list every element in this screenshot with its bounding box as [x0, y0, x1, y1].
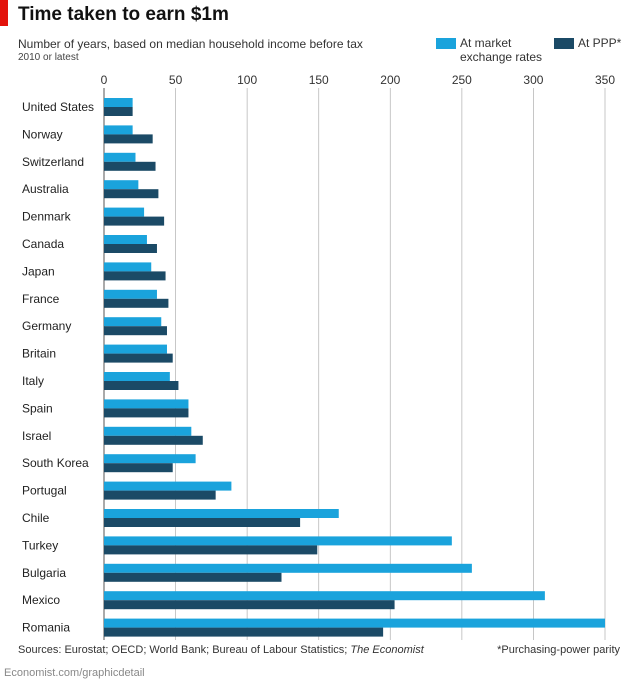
x-tick-label: 100 [237, 73, 257, 87]
sources-note: Sources: Eurostat; OECD; World Bank; Bur… [18, 644, 424, 656]
legend-market-swatch [436, 38, 456, 49]
category-label: Turkey [22, 538, 58, 552]
bar-ppp [104, 545, 318, 555]
category-label: Italy [22, 374, 44, 388]
category-label: Romania [22, 621, 70, 635]
bar-market [104, 98, 133, 107]
bar-ppp [104, 107, 133, 116]
bar-ppp [104, 161, 156, 171]
legend-ppp-label: At PPP* [578, 36, 622, 50]
bar-market [104, 125, 133, 135]
bar-market [104, 262, 152, 272]
x-tick-label: 350 [595, 73, 615, 87]
bar-market [104, 180, 139, 190]
bar-market [104, 509, 339, 518]
bar-market [104, 399, 189, 409]
sources-text: Sources: Eurostat; OECD; World Bank; Bur… [18, 644, 351, 656]
bar-market [104, 591, 545, 601]
category-label: Bulgaria [22, 566, 66, 580]
category-label: South Korea [22, 456, 89, 470]
bar-market [104, 454, 196, 464]
chart-subtitle-year: 2010 or latest [18, 52, 79, 63]
ppp-footnote: *Purchasing-power parity [497, 644, 620, 656]
bar-market [104, 481, 232, 491]
bar-market [104, 235, 147, 244]
bar-ppp [104, 189, 159, 199]
bar-ppp [104, 518, 301, 527]
legend-market: At market exchange rates [436, 36, 542, 64]
category-label: Chile [22, 511, 50, 525]
bar-ppp [104, 435, 203, 445]
bar-market [104, 207, 145, 217]
bar-ppp [104, 463, 173, 473]
bar-ppp [104, 627, 384, 637]
x-tick-label: 0 [101, 73, 108, 87]
chart-title: Time taken to earn $1m [18, 4, 229, 25]
bar-ppp [104, 381, 179, 390]
category-label: Japan [22, 264, 55, 278]
category-label: Denmark [22, 210, 72, 224]
bar-ppp [104, 408, 189, 418]
bar-market [104, 317, 162, 327]
bar-market [104, 426, 192, 436]
bar-ppp [104, 298, 169, 308]
x-tick-label: 250 [452, 73, 472, 87]
bar-ppp [104, 244, 157, 253]
bar-market [104, 563, 472, 573]
x-tick-label: 150 [309, 73, 329, 87]
bar-ppp [104, 600, 395, 610]
bar-market [104, 152, 136, 162]
bar-ppp [104, 326, 167, 336]
category-label: Spain [22, 401, 53, 415]
bar-market [104, 289, 157, 299]
category-label: Portugal [22, 484, 67, 498]
bar-ppp [104, 572, 282, 582]
bar-market [104, 618, 605, 628]
legend-ppp-swatch [554, 38, 574, 49]
sources-italic: The Economist [350, 644, 424, 656]
bar-ppp [104, 134, 153, 144]
category-label: Norway [22, 127, 63, 141]
legend-ppp: At PPP* [554, 36, 621, 50]
source-url: Economist.com/graphicdetail [4, 667, 145, 679]
category-label: Israel [22, 429, 51, 443]
category-label: Mexico [22, 593, 60, 607]
category-label: Switzerland [22, 155, 84, 169]
brand-red-tag [0, 0, 8, 26]
legend-market-line2: exchange rates [460, 50, 543, 64]
bar-ppp [104, 216, 165, 226]
category-label: France [22, 292, 60, 306]
bar-ppp [104, 353, 173, 363]
category-label: Australia [22, 182, 69, 196]
category-label: Britain [22, 347, 56, 361]
category-label: Germany [22, 319, 71, 333]
legend-market-line1: At market [460, 36, 512, 50]
bar-market [104, 344, 167, 354]
bar-market [104, 536, 452, 546]
bar-ppp [104, 271, 166, 281]
category-label: Canada [22, 237, 64, 251]
x-tick-label: 200 [380, 73, 400, 87]
bar-market [104, 372, 170, 381]
chart-subtitle: Number of years, based on median househo… [18, 37, 363, 51]
x-tick-label: 300 [523, 73, 543, 87]
bar-ppp [104, 490, 216, 500]
category-label: United States [22, 100, 94, 114]
x-tick-label: 50 [169, 73, 183, 87]
